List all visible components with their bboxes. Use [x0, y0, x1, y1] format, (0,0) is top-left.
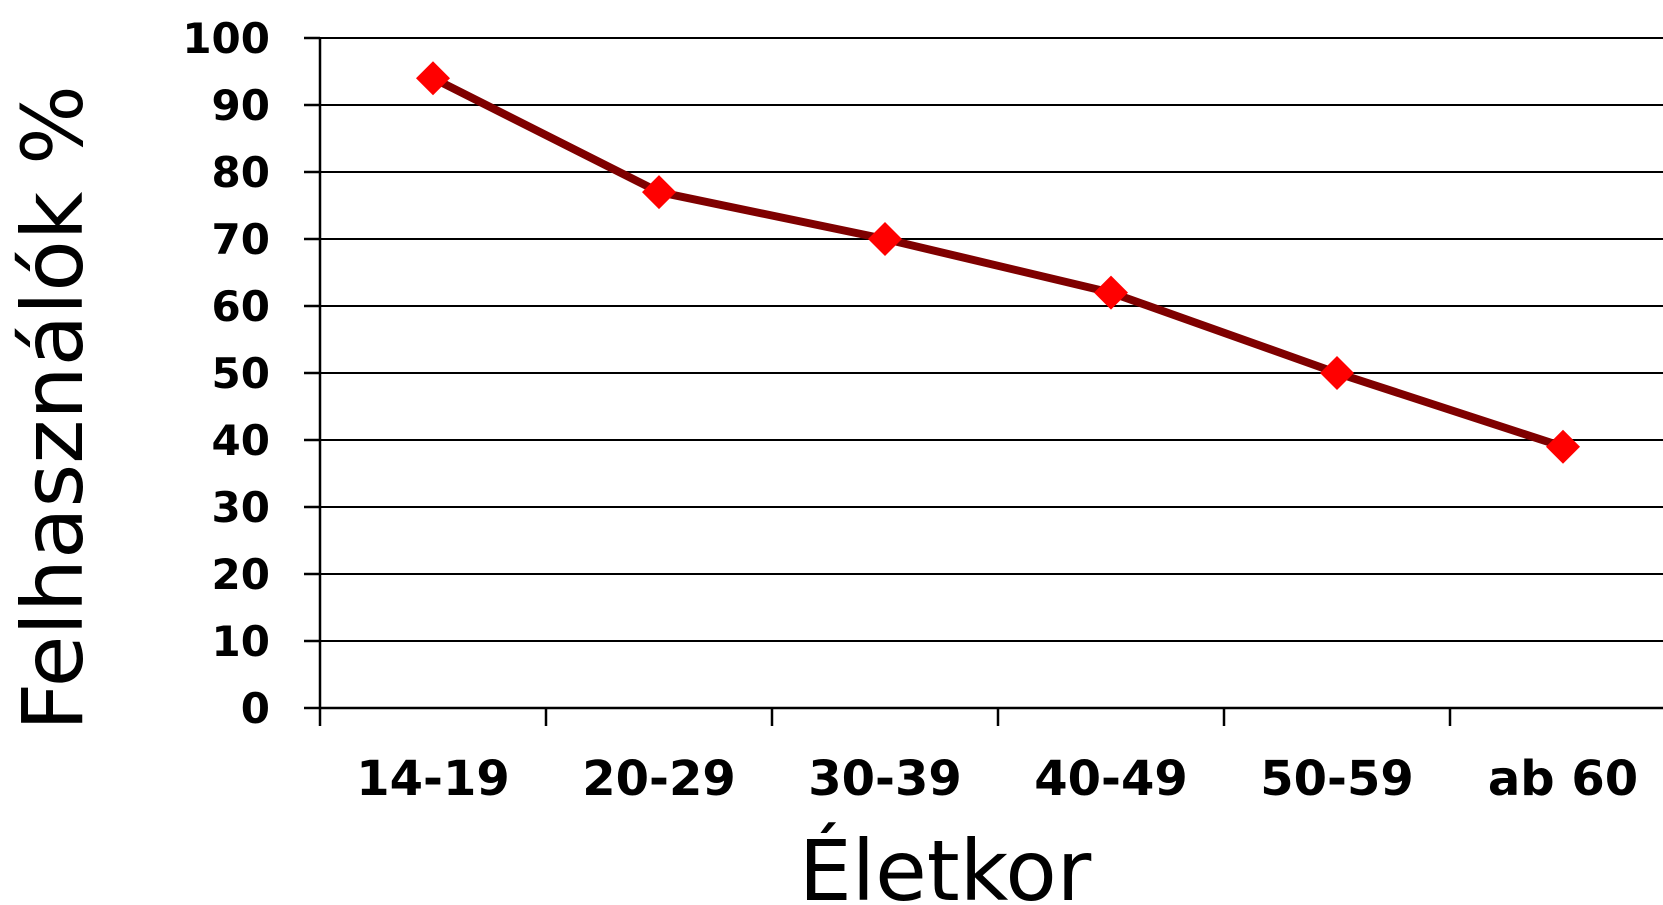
y-tick-label: 10 — [212, 617, 270, 666]
y-tick-label: 20 — [212, 550, 270, 599]
x-tick-label: 20-29 — [582, 751, 736, 807]
data-point-marker — [1320, 356, 1354, 390]
data-point-marker — [416, 61, 450, 96]
gridlines — [304, 36, 1663, 710]
x-tick-label: 50-59 — [1260, 751, 1414, 807]
series-line — [431, 74, 1565, 451]
y-tick-label: 30 — [212, 483, 270, 532]
y-tick-label: 100 — [182, 14, 270, 63]
y-axis-title: Felhasználók % — [4, 85, 102, 731]
x-tick-label: ab 60 — [1488, 751, 1638, 807]
y-tick-label: 40 — [212, 416, 270, 465]
y-tick-label: 0 — [241, 684, 270, 733]
x-tick-labels: 14-19 20-29 30-39 40-49 50-59 ab 60 — [318, 708, 1638, 807]
x-tick-label: 14-19 — [356, 751, 510, 807]
x-axis-title: Életkor — [799, 822, 1092, 905]
data-point-marker — [868, 222, 902, 256]
series-group — [416, 61, 1580, 464]
y-tick-label: 80 — [212, 148, 270, 197]
axes — [318, 38, 1663, 710]
y-tick-label: 70 — [212, 215, 270, 264]
y-tick-labels: 0 10 20 30 40 50 60 70 80 90 100 — [182, 14, 270, 733]
y-tick-label: 50 — [212, 349, 270, 398]
x-tick-label: 40-49 — [1034, 751, 1188, 807]
data-point-marker — [642, 175, 676, 210]
data-point-marker — [1094, 275, 1128, 310]
x-tick-label: 30-39 — [808, 751, 962, 807]
y-tick-label: 90 — [212, 81, 270, 130]
y-tick-label: 60 — [212, 282, 270, 331]
data-point-marker — [1546, 429, 1580, 464]
